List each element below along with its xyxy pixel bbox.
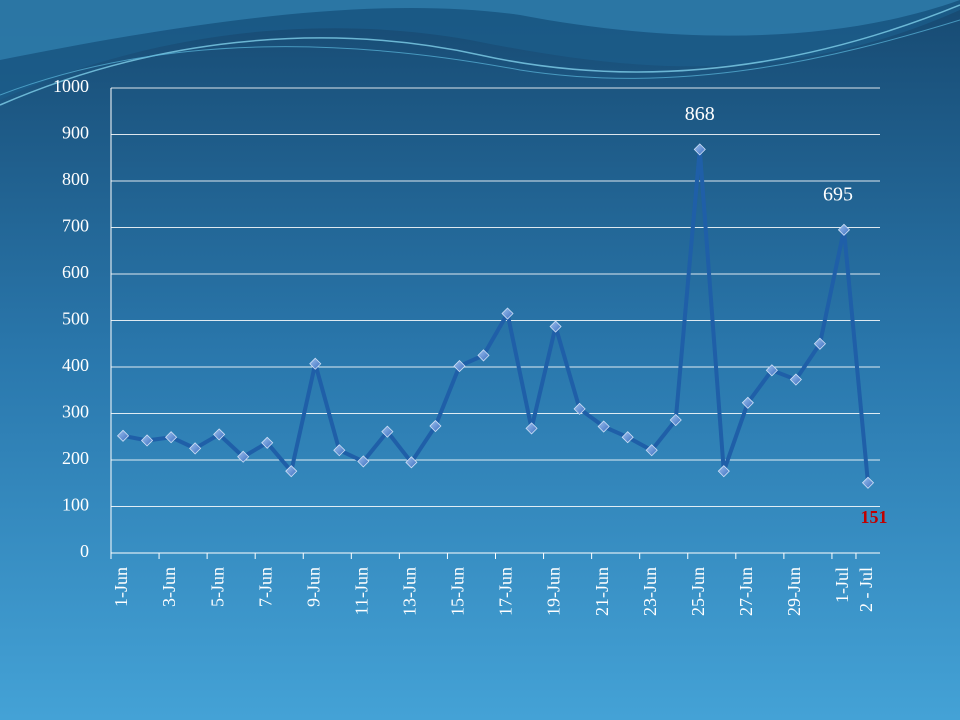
x-tick-label: 11-Jun bbox=[351, 567, 371, 615]
data-point bbox=[765, 364, 778, 377]
data-point bbox=[405, 456, 418, 469]
data-point bbox=[741, 396, 754, 409]
y-tick-label: 500 bbox=[62, 309, 89, 329]
data-point bbox=[213, 428, 226, 441]
data-point bbox=[693, 143, 706, 156]
x-tick-label: 25-Jun bbox=[688, 567, 708, 616]
x-tick-label: 29-Jun bbox=[784, 567, 804, 616]
data-point bbox=[501, 307, 514, 320]
data-point bbox=[357, 455, 370, 468]
x-tick-label: 1-Jun bbox=[111, 567, 131, 607]
data-point bbox=[837, 223, 851, 236]
wave-line bbox=[0, 4, 960, 106]
data-point bbox=[621, 431, 634, 444]
data-point bbox=[813, 337, 826, 350]
y-tick-label: 200 bbox=[62, 448, 89, 468]
data-point bbox=[573, 402, 586, 415]
data-point bbox=[116, 429, 130, 442]
x-tick-label: 27-Jun bbox=[736, 567, 756, 616]
data-point bbox=[645, 444, 658, 457]
data-line bbox=[122, 147, 870, 483]
x-tick-label: 7-Jun bbox=[255, 567, 275, 607]
data-point bbox=[669, 413, 682, 427]
data-point bbox=[381, 425, 394, 438]
x-tick-label: 23-Jun bbox=[640, 567, 660, 616]
x-tick-label: 17-Jun bbox=[496, 567, 516, 616]
data-label: 695 bbox=[823, 183, 853, 205]
y-tick-label: 800 bbox=[62, 169, 89, 189]
x-tick-label: 2 - Jul bbox=[856, 567, 876, 612]
data-label: 868 bbox=[685, 103, 715, 125]
data-point bbox=[717, 465, 730, 478]
x-tick-label: 19-Jun bbox=[544, 567, 564, 616]
x-tick-label: 15-Jun bbox=[448, 567, 468, 616]
y-tick-label: 600 bbox=[62, 262, 89, 282]
data-point bbox=[261, 436, 274, 449]
y-tick-label: 700 bbox=[62, 216, 89, 236]
wave bbox=[0, 0, 960, 60]
y-tick-label: 100 bbox=[62, 495, 89, 515]
data-point bbox=[429, 419, 442, 433]
data-point bbox=[525, 422, 538, 435]
data-point bbox=[861, 476, 875, 489]
data-label: 151 bbox=[860, 507, 887, 527]
x-tick-label: 21-Jun bbox=[592, 567, 612, 616]
data-point bbox=[789, 373, 802, 386]
data-point bbox=[597, 420, 610, 433]
data-point bbox=[453, 360, 466, 373]
x-tick-label: 5-Jun bbox=[207, 567, 227, 607]
data-point bbox=[237, 450, 250, 463]
y-tick-label: 400 bbox=[62, 355, 89, 375]
data-point bbox=[477, 349, 490, 362]
x-tick-label: 3-Jun bbox=[159, 567, 179, 607]
plot-area: 0 100 200 300 400 500 600 700 800 900 1000 1-Jun 3-J… bbox=[53, 76, 887, 616]
x-tick-label: 13-Jun bbox=[400, 567, 420, 616]
y-tick-label: 900 bbox=[62, 123, 89, 143]
wave-line bbox=[0, 19, 960, 96]
data-point bbox=[333, 444, 346, 457]
y-tick-label: 300 bbox=[62, 402, 89, 422]
x-tick-label: 1-Jul bbox=[832, 567, 852, 603]
data-point bbox=[285, 465, 298, 478]
data-point bbox=[309, 357, 322, 370]
y-tick-label: 1000 bbox=[53, 76, 89, 96]
data-point bbox=[165, 431, 178, 444]
x-tick-label: 9-Jun bbox=[303, 567, 323, 607]
data-point bbox=[189, 442, 202, 455]
y-tick-label: 0 bbox=[80, 541, 89, 561]
data-point bbox=[140, 434, 154, 447]
data-point bbox=[549, 320, 562, 333]
